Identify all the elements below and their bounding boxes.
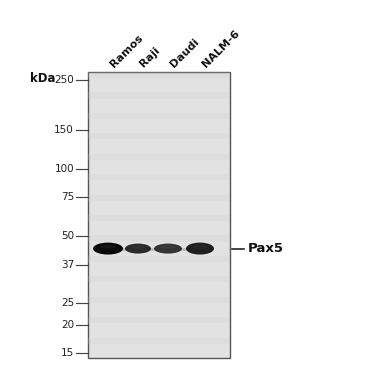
Ellipse shape: [186, 243, 214, 255]
Bar: [88, 297, 230, 303]
Bar: [88, 338, 230, 344]
Bar: [88, 236, 230, 242]
Text: 50: 50: [61, 231, 74, 241]
Ellipse shape: [131, 246, 145, 249]
Text: 37: 37: [61, 260, 74, 270]
Bar: [88, 276, 230, 282]
Text: 150: 150: [54, 124, 74, 135]
Ellipse shape: [93, 243, 123, 255]
Text: 25: 25: [61, 298, 74, 308]
Text: 250: 250: [54, 75, 74, 85]
Ellipse shape: [125, 244, 151, 254]
Bar: [88, 72, 230, 358]
Bar: [88, 195, 230, 201]
Ellipse shape: [154, 244, 182, 254]
Bar: [88, 133, 230, 140]
Text: Pax5: Pax5: [248, 242, 284, 255]
Text: Daudi: Daudi: [168, 36, 201, 69]
Bar: [88, 215, 230, 221]
Text: 75: 75: [61, 192, 74, 202]
Bar: [88, 256, 230, 262]
Text: Ramos: Ramos: [108, 32, 145, 69]
Text: 15: 15: [61, 348, 74, 358]
Bar: [88, 92, 230, 99]
Ellipse shape: [160, 246, 176, 249]
Ellipse shape: [100, 245, 116, 249]
Bar: [88, 317, 230, 323]
Bar: [88, 72, 230, 78]
Text: 20: 20: [61, 320, 74, 330]
Text: kDa: kDa: [30, 72, 56, 84]
Bar: [88, 174, 230, 180]
Text: NALM-6: NALM-6: [200, 28, 241, 69]
Ellipse shape: [192, 245, 208, 249]
Text: 100: 100: [54, 164, 74, 174]
Bar: [88, 154, 230, 160]
Text: Raji: Raji: [138, 45, 162, 69]
Bar: [88, 113, 230, 119]
